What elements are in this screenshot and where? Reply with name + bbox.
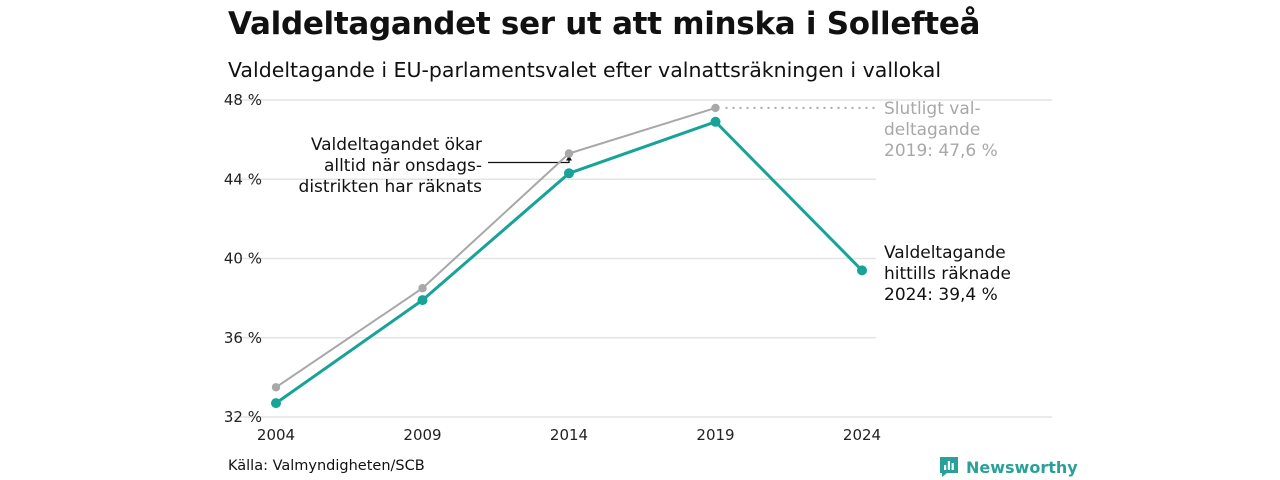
grid-lines	[234, 99, 1052, 418]
chart-subtitle: Valdeltagande i EU-parlamentsvalet efter…	[228, 58, 942, 82]
final-turnout-point	[564, 149, 574, 158]
annotation-wednesday: Valdeltagandet ökar alltid när onsdags-di…	[299, 135, 483, 197]
counted-turnout-point	[710, 116, 721, 127]
chart-title: Valdeltagandet ser ut att minska i Solle…	[228, 6, 981, 42]
x-tick-label: 2019	[696, 426, 734, 444]
counted-turnout-point	[271, 398, 281, 409]
x-tick-label: 2009	[403, 426, 441, 444]
brand-name: Newsworthy	[966, 457, 1078, 477]
y-tick-label: 32 %	[224, 408, 262, 426]
x-axis-ticks: 2004 2009 2014 2019 2024	[257, 426, 881, 444]
annotations-group: Valdeltagandet ökar alltid när onsdags-di…	[299, 99, 1011, 305]
arrow-line	[488, 158, 570, 164]
y-tick-label: 36 %	[224, 329, 262, 347]
final-turnout-point	[271, 383, 281, 392]
annotation-final-2019: Slutligt val-deltagande 2019: 47,6 %	[884, 99, 998, 161]
newsworthy-icon	[940, 457, 958, 477]
y-axis-ticks: 48 % 44 % 40 % 36 % 32 %	[224, 91, 262, 426]
y-tick-label: 40 %	[224, 250, 262, 268]
annotation-arrow	[488, 155, 572, 164]
x-tick-label: 2024	[843, 426, 881, 444]
x-tick-label: 2014	[550, 426, 588, 444]
counted-turnout-point	[417, 295, 428, 306]
y-tick-label: 48 %	[224, 91, 262, 109]
counted-turnout-point	[857, 265, 867, 276]
line-chart: 48 % 44 % 40 % 36 % 32 % 2004 2009 2014 2019 202…	[224, 91, 1052, 444]
source-note: Källa: Valmyndigheten/SCB	[228, 458, 425, 474]
annotation-current-2024: Valdeltagande hittills räknade 2024: 39,4 …	[884, 243, 1011, 305]
counted-turnout-point	[564, 168, 574, 179]
final-turnout-line	[275, 106, 716, 389]
series-group	[271, 103, 867, 409]
y-tick-label: 44 %	[224, 170, 262, 188]
brand-logo: Newsworthy	[938, 455, 1078, 479]
final-turnout-point	[418, 284, 427, 293]
x-tick-label: 2004	[257, 426, 295, 444]
final-turnout-point	[711, 103, 720, 113]
arrow-head	[566, 155, 572, 161]
